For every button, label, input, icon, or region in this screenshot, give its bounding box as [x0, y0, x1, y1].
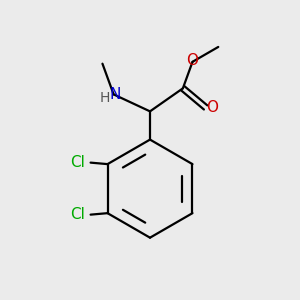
- Text: H: H: [100, 91, 110, 105]
- Text: O: O: [187, 53, 199, 68]
- Text: Cl: Cl: [70, 155, 85, 170]
- Text: Cl: Cl: [70, 207, 85, 222]
- Text: N: N: [110, 87, 121, 102]
- Text: O: O: [206, 100, 218, 115]
